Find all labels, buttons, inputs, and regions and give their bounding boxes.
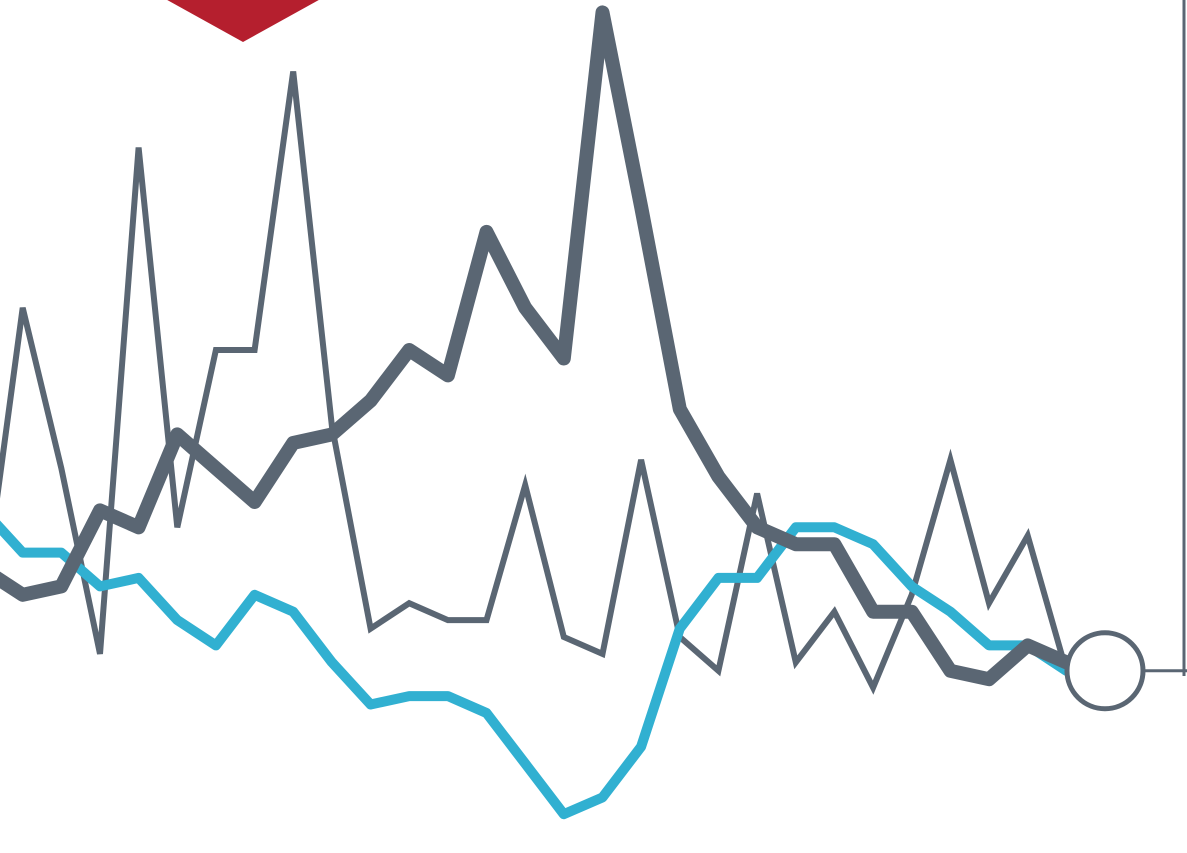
series-line-thin	[0, 71, 1108, 695]
series-line-thick	[0, 5, 1112, 687]
series-line-accent	[0, 520, 1110, 820]
end-point-marker	[1064, 630, 1146, 712]
red-triangle-marker	[167, 0, 319, 42]
series-layer	[0, 5, 1112, 820]
